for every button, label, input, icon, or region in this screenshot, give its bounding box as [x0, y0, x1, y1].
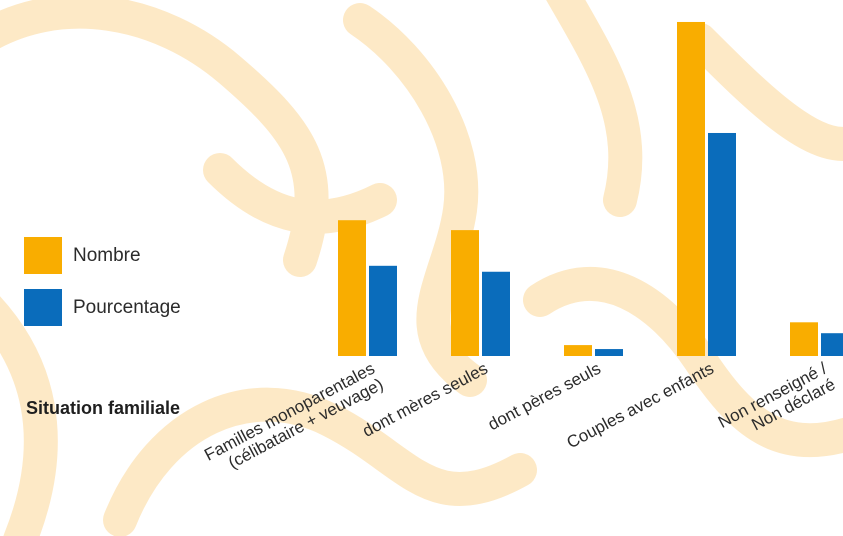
bar-nombre-1	[451, 230, 479, 356]
x-axis-title: Situation familiale	[26, 398, 181, 418]
bar-pourcentage-2	[595, 349, 623, 356]
bar-nombre-2	[564, 345, 592, 356]
legend: Nombre Pourcentage	[24, 237, 181, 341]
legend-swatch-nombre	[24, 237, 62, 274]
legend-item-nombre: Nombre	[24, 237, 181, 274]
legend-swatch-pourcentage	[24, 289, 62, 326]
bar-nombre-4	[790, 322, 818, 356]
bar-pourcentage-4	[821, 333, 843, 356]
legend-item-pourcentage: Pourcentage	[24, 289, 181, 326]
bar-pourcentage-0	[369, 265, 397, 356]
bar-nombre-3	[677, 21, 705, 356]
category-label-1: dont mères seules	[359, 359, 491, 441]
bar-nombre-0	[338, 220, 366, 356]
legend-label-nombre: Nombre	[73, 244, 141, 266]
bar-pourcentage-3	[708, 132, 736, 356]
category-labels: Familles monoparentales(célibataire + ve…	[201, 359, 839, 481]
bar-pourcentage-1	[482, 271, 510, 356]
bars-group	[338, 21, 843, 356]
category-label-0: Familles monoparentales(célibataire + ve…	[201, 359, 386, 481]
category-label-4: Non renseigné /Non déclaré	[715, 359, 839, 448]
legend-label-pourcentage: Pourcentage	[73, 296, 181, 318]
